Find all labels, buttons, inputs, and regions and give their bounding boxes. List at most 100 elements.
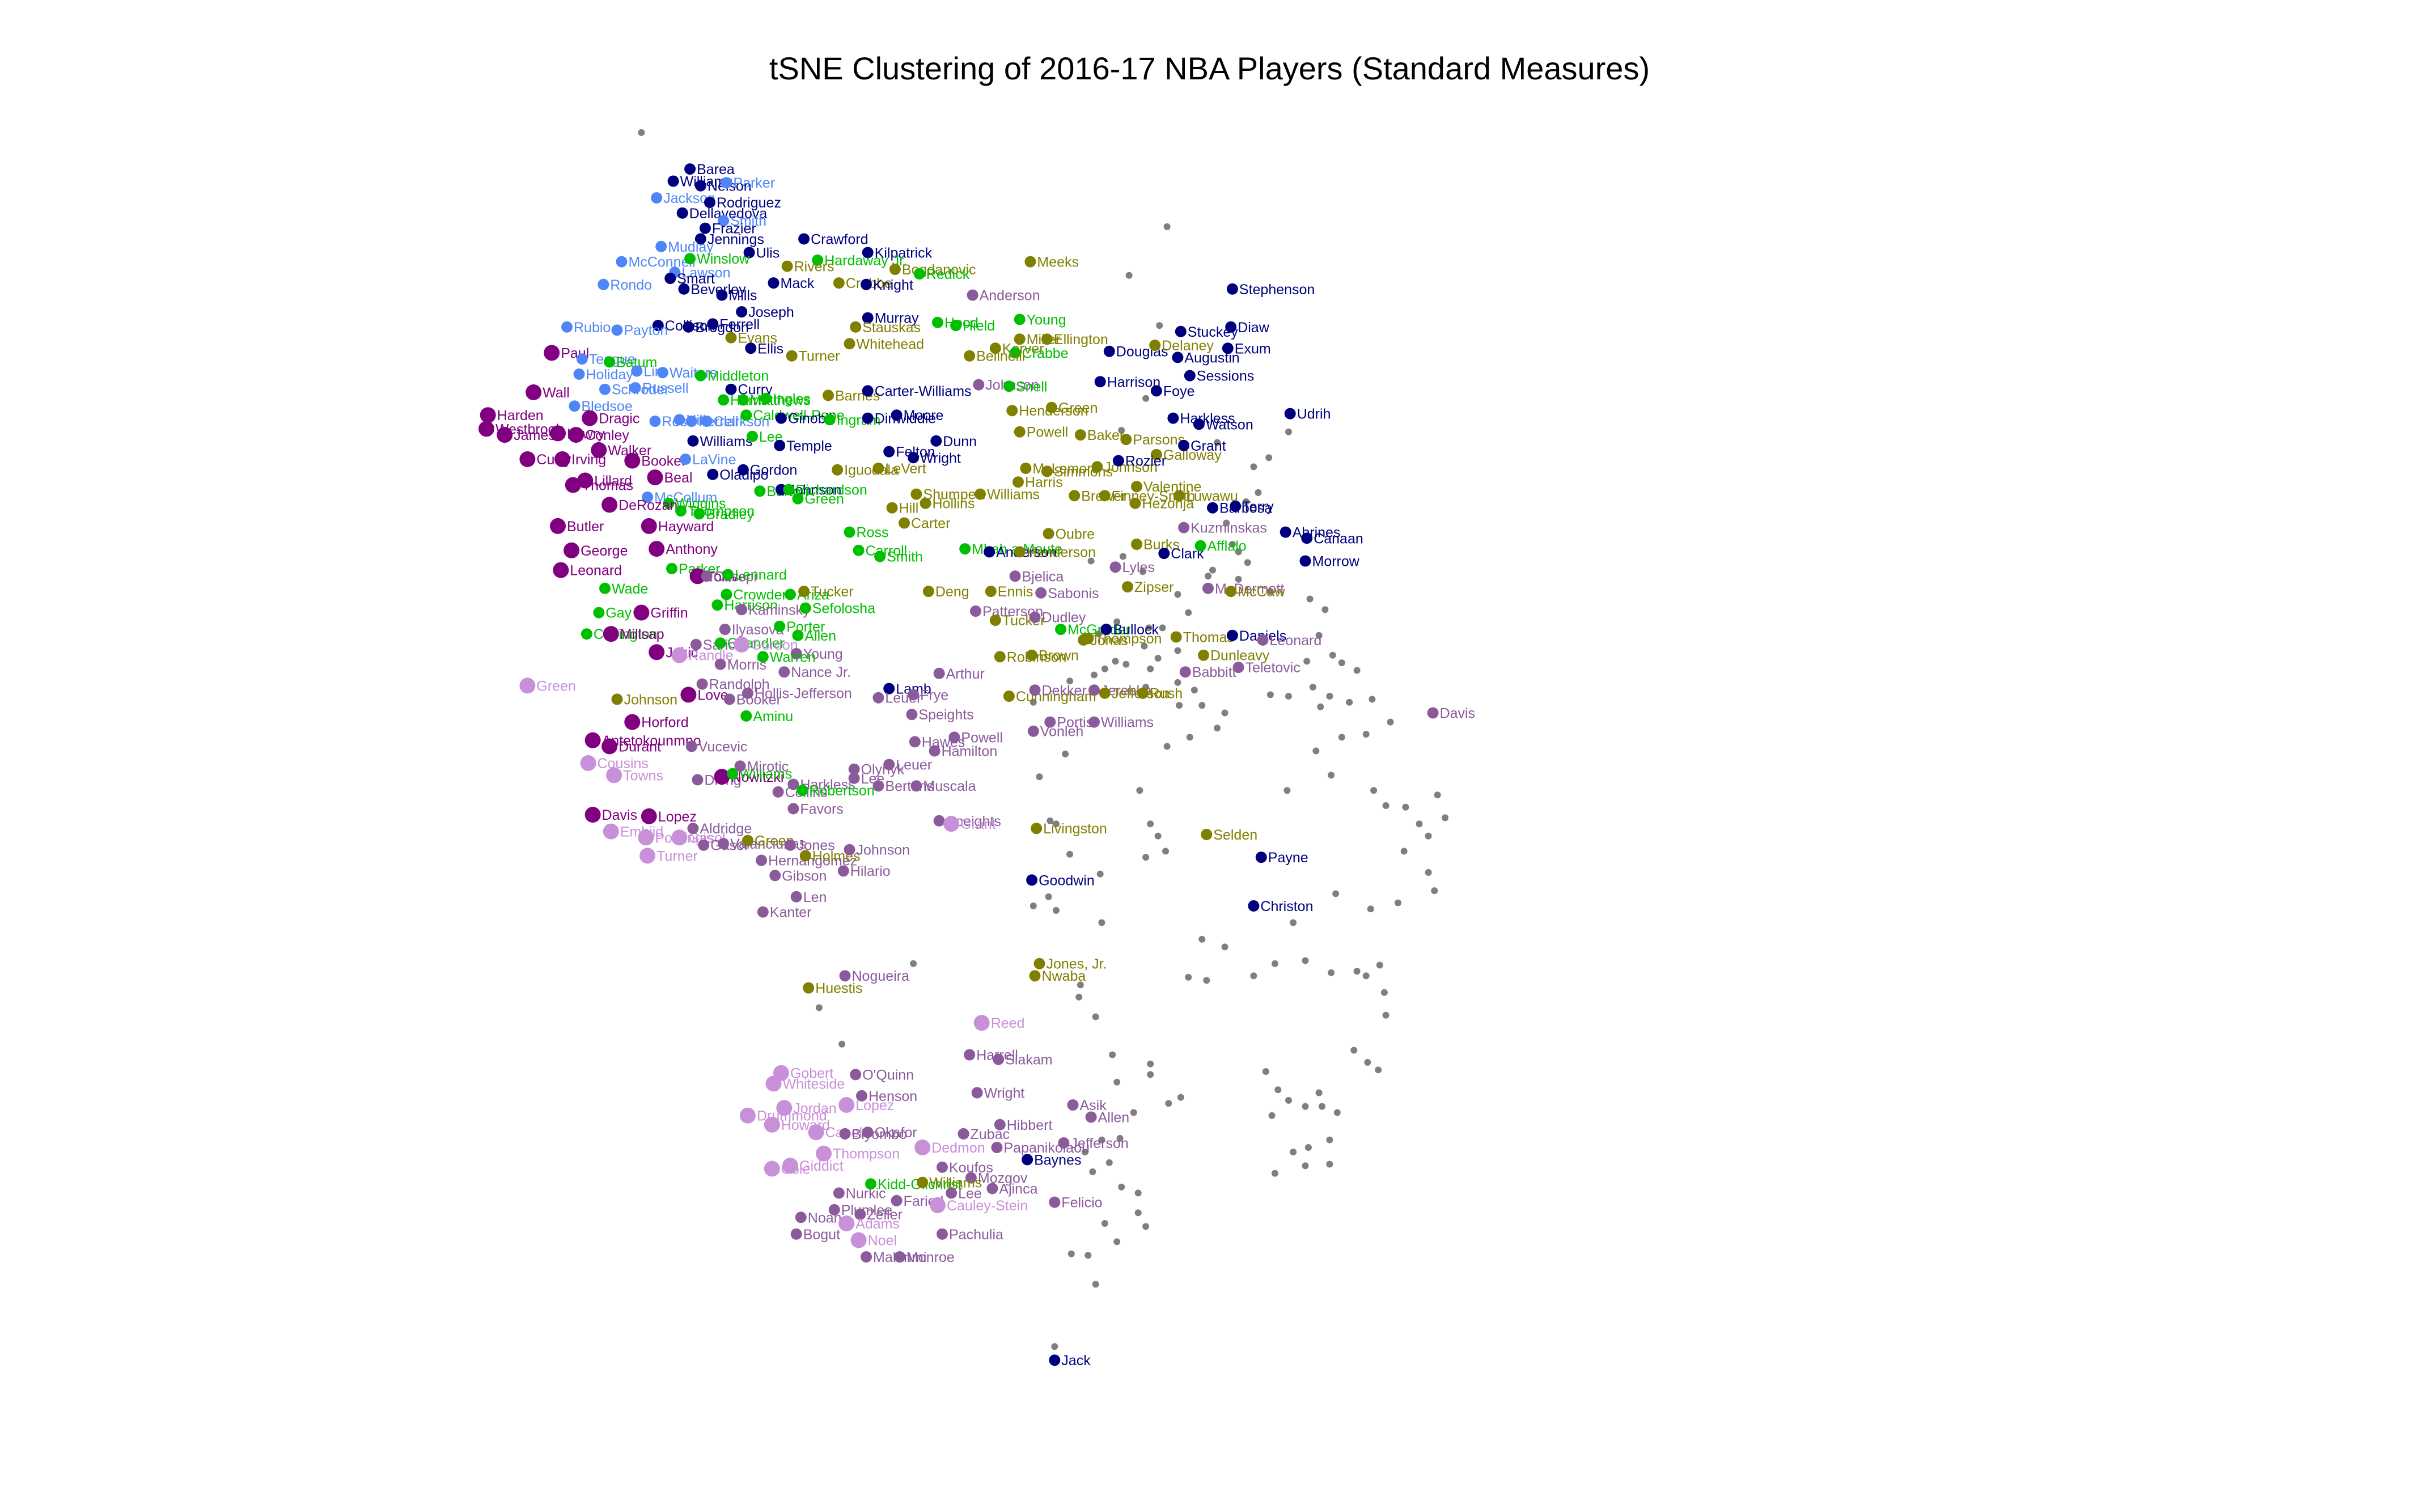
player-point xyxy=(862,385,874,397)
unlabeled-point xyxy=(1333,1109,1341,1116)
player-point xyxy=(930,1197,946,1213)
player-point xyxy=(844,844,855,855)
player-point xyxy=(582,410,598,426)
player-point xyxy=(725,332,737,344)
player-label: Stephenson xyxy=(1239,282,1315,298)
player-label: Len xyxy=(803,890,827,905)
unlabeled-point xyxy=(1262,1068,1269,1075)
player-label: Ross xyxy=(857,525,889,541)
player-point xyxy=(964,1049,976,1061)
player-label: Iguodala xyxy=(844,463,899,478)
unlabeled-point xyxy=(1089,1168,1096,1175)
unlabeled-point xyxy=(1228,541,1236,548)
unlabeled-point xyxy=(1067,1250,1075,1257)
player-point xyxy=(699,222,711,234)
player-label: Harkless xyxy=(1180,411,1235,427)
player-point xyxy=(642,492,654,503)
player-label: Harkless xyxy=(800,777,855,793)
player-point xyxy=(568,427,584,443)
unlabeled-point xyxy=(1395,899,1401,907)
player-point xyxy=(757,906,769,918)
player-point xyxy=(678,283,690,295)
unlabeled-point xyxy=(1376,962,1383,969)
player-label: Carter xyxy=(911,516,950,532)
unlabeled-point xyxy=(1266,691,1274,698)
player-point xyxy=(1082,633,1094,645)
unlabeled-point xyxy=(1370,787,1378,794)
player-label: Leonard xyxy=(1270,633,1322,649)
player-point xyxy=(1175,325,1187,337)
player-point xyxy=(740,710,752,722)
player-label: Davis xyxy=(602,807,638,823)
player-label: Oubre xyxy=(1056,526,1095,542)
player-label: Speights xyxy=(918,707,973,723)
player-point xyxy=(1099,687,1111,699)
player-label: Terry xyxy=(1242,499,1274,515)
player-label: Porter xyxy=(786,619,825,635)
player-point xyxy=(1174,490,1185,502)
unlabeled-point xyxy=(1062,750,1069,757)
player-label: Nogueira xyxy=(852,968,910,984)
player-point xyxy=(652,320,664,332)
player-label: Matthews xyxy=(750,392,811,408)
player-label: Gobert xyxy=(790,1066,833,1082)
player-label: Dedmon xyxy=(931,1140,985,1156)
player-point xyxy=(1055,624,1066,636)
player-points: BareaWilliamsNelsonParkerJacksonRodrigue… xyxy=(478,162,1475,1369)
player-label: Leonard xyxy=(570,563,622,579)
player-point xyxy=(1284,408,1296,420)
player-point xyxy=(853,544,865,556)
unlabeled-point xyxy=(1271,1170,1278,1177)
player-label: Vucevic xyxy=(698,739,748,755)
player-point xyxy=(883,759,895,770)
player-point xyxy=(601,497,618,513)
player-point xyxy=(844,526,855,538)
player-label: Crabbe xyxy=(1022,345,1069,361)
player-label: Portis xyxy=(1057,715,1093,731)
player-point xyxy=(736,306,748,317)
player-point xyxy=(1109,561,1121,573)
player-point xyxy=(790,648,802,659)
player-label: Asik xyxy=(1080,1098,1107,1113)
player-label: Hilario xyxy=(850,863,891,879)
player-point xyxy=(848,772,860,784)
player-label: Rondo xyxy=(610,277,652,293)
unlabeled-point xyxy=(1317,703,1324,710)
player-label: Brown xyxy=(1039,648,1079,664)
player-label: Whiteside xyxy=(783,1076,845,1092)
player-point xyxy=(760,392,772,404)
player-point xyxy=(1067,1099,1079,1111)
player-point xyxy=(908,452,920,464)
unlabeled-point xyxy=(1092,1013,1099,1020)
player-point xyxy=(1230,501,1242,512)
unlabeled-point xyxy=(1250,972,1257,980)
unlabeled-point xyxy=(1329,651,1336,659)
player-label: Ingram xyxy=(837,412,881,428)
player-point xyxy=(985,586,997,598)
unlabeled-point xyxy=(1142,854,1150,861)
player-label: Zeller xyxy=(867,1207,903,1223)
unlabeled-point xyxy=(1346,698,1353,706)
player-label: Robertson xyxy=(809,783,874,799)
unlabeled-point xyxy=(1338,734,1345,741)
player-label: Plumlee xyxy=(841,1202,892,1218)
player-label: Holiday xyxy=(586,367,634,383)
player-label: Grant xyxy=(1191,438,1226,454)
player-label: Reed xyxy=(991,1015,1025,1031)
unlabeled-point xyxy=(1053,907,1060,914)
player-point xyxy=(680,454,692,465)
unlabeled-point xyxy=(1174,647,1181,654)
player-label: Kanter xyxy=(770,905,812,921)
player-point xyxy=(676,207,688,219)
player-label: Kaminsky xyxy=(748,602,810,618)
player-point xyxy=(711,599,723,611)
player-point xyxy=(816,1145,832,1162)
player-point xyxy=(989,342,1001,354)
player-point xyxy=(584,732,601,748)
player-label: Anderson xyxy=(996,544,1057,560)
player-point xyxy=(883,446,895,458)
player-point xyxy=(737,394,749,406)
player-point xyxy=(824,414,836,426)
player-label: Wright xyxy=(920,450,961,466)
player-point xyxy=(778,666,790,678)
